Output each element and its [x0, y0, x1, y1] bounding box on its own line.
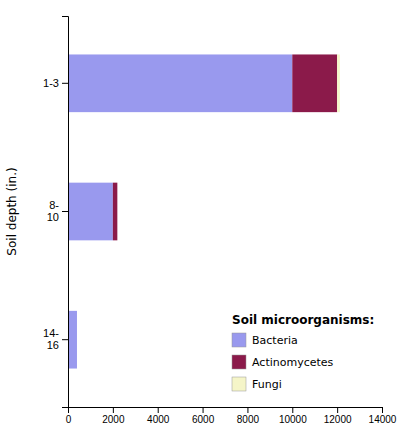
tick: 4000 [147, 407, 170, 425]
bar [76, 311, 77, 369]
axis-line [69, 408, 383, 414]
legend-label: Fungi [252, 378, 282, 391]
tick-label: 1-3 [43, 77, 59, 89]
legend-label: Actinomycetes [252, 356, 334, 369]
bar [68, 54, 292, 112]
tick-label: 12000 [324, 414, 352, 425]
tick-label: 14-16 [43, 327, 59, 351]
tick-mark [62, 211, 68, 212]
tick-mark [382, 407, 383, 413]
legend-swatch [232, 333, 246, 347]
tick: 14000 [369, 407, 397, 425]
bar [76, 311, 77, 369]
tick-mark [203, 407, 204, 413]
tick-mark [337, 407, 338, 413]
tick: 12000 [324, 407, 352, 425]
y-axis: 1-3 8-10 14-16 [43, 17, 68, 408]
axis-line [62, 17, 69, 408]
legend-swatch [232, 377, 246, 391]
tick: 2000 [102, 407, 125, 425]
legend-swatch [232, 355, 246, 369]
legend-item: Fungi [232, 377, 282, 391]
y-axis-title: Soil depth (in.) [5, 167, 19, 255]
bar [337, 54, 340, 112]
tick-label: 6000 [192, 414, 215, 425]
tick-label: 0 [66, 414, 72, 425]
tick-mark [62, 339, 68, 340]
tick-mark [62, 83, 68, 84]
tick-mark [113, 407, 114, 413]
tick-label: 8-10 [47, 199, 60, 223]
bar [292, 54, 337, 112]
tick-mark [292, 407, 293, 413]
tick-mark [247, 407, 248, 413]
series [113, 54, 337, 240]
legend-title: Soil microorganisms: [232, 313, 374, 327]
bar [68, 311, 77, 369]
bar [117, 183, 118, 241]
tick-label: 10000 [279, 414, 307, 425]
tick: 6000 [192, 407, 215, 425]
x-axis: 0 2000 4000 6000 8000 10000 12000 14000 [66, 407, 397, 425]
tick-label: 14000 [369, 414, 397, 425]
tick-label: 4000 [147, 414, 170, 425]
legend-item: Bacteria [232, 333, 298, 347]
bar [113, 183, 117, 241]
chart: 020004000600080001000012000140001-38-101… [0, 0, 400, 437]
tick: 8000 [237, 407, 260, 425]
tick-label: 8000 [237, 414, 260, 425]
tick-label: 2000 [102, 414, 125, 425]
series [337, 54, 340, 112]
bar [68, 183, 113, 241]
legend-item: Actinomycetes [232, 355, 334, 369]
tick: 10000 [279, 407, 307, 425]
legend-label: Bacteria [252, 334, 298, 347]
tick: 8-10 [47, 199, 68, 223]
legend: Soil microorganisms: Bacteria Actinomycete… [232, 313, 374, 391]
tick-mark [158, 407, 159, 413]
tick: 1-3 [43, 77, 68, 89]
plot: 020004000600080001000012000140001-38-101… [43, 17, 397, 426]
tick: 14-16 [43, 327, 68, 351]
tick: 0 [66, 407, 72, 425]
